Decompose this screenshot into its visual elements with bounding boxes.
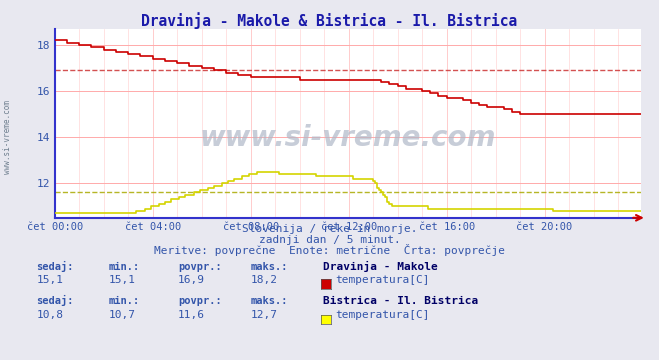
Text: 10,8: 10,8 (36, 310, 63, 320)
Text: sedaj:: sedaj: (36, 261, 74, 272)
Text: 15,1: 15,1 (36, 275, 63, 285)
Text: 10,7: 10,7 (109, 310, 136, 320)
Text: min.:: min.: (109, 296, 140, 306)
Text: 16,9: 16,9 (178, 275, 205, 285)
Text: povpr.:: povpr.: (178, 262, 221, 272)
Text: sedaj:: sedaj: (36, 295, 74, 306)
Text: Meritve: povprečne  Enote: metrične  Črta: povprečje: Meritve: povprečne Enote: metrične Črta:… (154, 244, 505, 256)
Text: 15,1: 15,1 (109, 275, 136, 285)
Text: temperatura[C]: temperatura[C] (335, 310, 429, 320)
Text: maks.:: maks.: (250, 262, 288, 272)
Text: min.:: min.: (109, 262, 140, 272)
Text: Bistrica - Il. Bistrica: Bistrica - Il. Bistrica (323, 296, 478, 306)
Text: maks.:: maks.: (250, 296, 288, 306)
Text: www.si-vreme.com: www.si-vreme.com (200, 125, 496, 152)
Text: 11,6: 11,6 (178, 310, 205, 320)
Text: Slovenija / reke in morje.: Slovenija / reke in morje. (242, 224, 417, 234)
Text: www.si-vreme.com: www.si-vreme.com (3, 100, 13, 174)
Text: Dravinja - Makole: Dravinja - Makole (323, 261, 438, 272)
Text: temperatura[C]: temperatura[C] (335, 275, 429, 285)
Text: povpr.:: povpr.: (178, 296, 221, 306)
Text: 18,2: 18,2 (250, 275, 277, 285)
Text: 12,7: 12,7 (250, 310, 277, 320)
Text: Dravinja - Makole & Bistrica - Il. Bistrica: Dravinja - Makole & Bistrica - Il. Bistr… (142, 13, 517, 30)
Text: zadnji dan / 5 minut.: zadnji dan / 5 minut. (258, 235, 401, 245)
